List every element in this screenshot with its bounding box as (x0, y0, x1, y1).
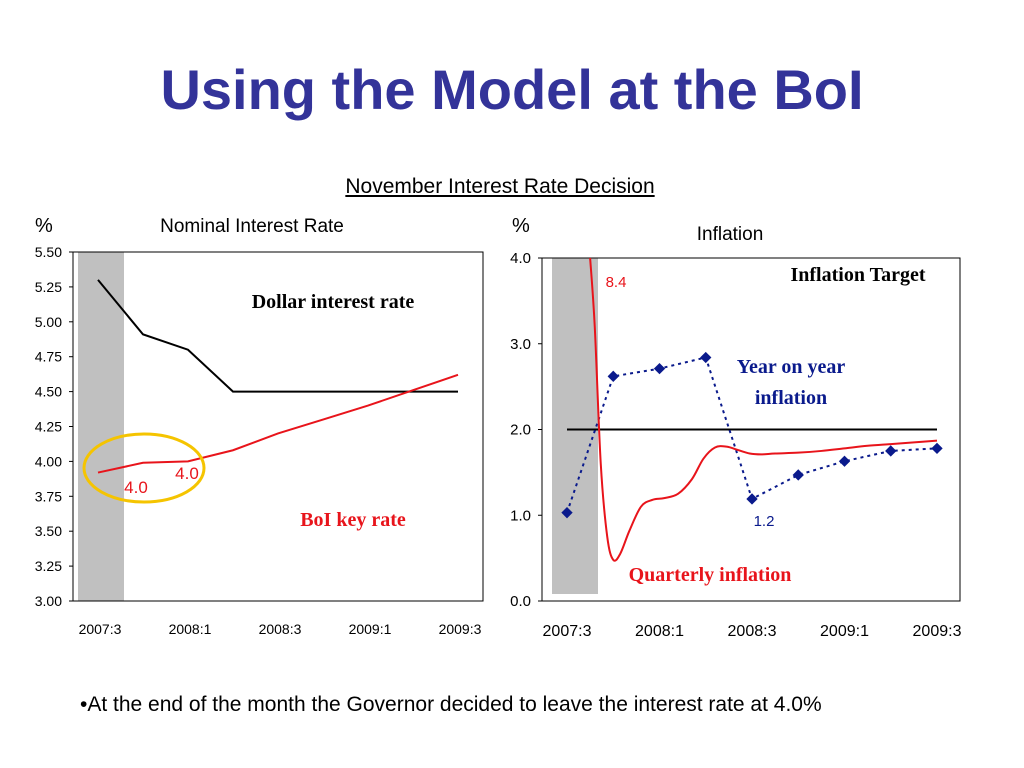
y-axis-unit: % (35, 215, 53, 237)
annotation-yoy-line2: inflation (755, 387, 827, 409)
shaded-period (552, 258, 598, 594)
interest-rate-chart: 3.00 3.25 3.50 3.75 4.00 4.25 4.50 4.75 5.00 5.25… (35, 215, 484, 637)
chart-section-subtitle: November Interest Rate Decision (345, 175, 655, 198)
data-point-marker (746, 493, 758, 505)
data-point-marker (838, 455, 851, 467)
annotation-value-4-0-lower: 4.0 (124, 478, 148, 497)
y-tick-labels: 3.00 3.25 3.50 3.75 4.00 4.25 4.50 4.75 5.00 5.25… (35, 244, 73, 609)
annotation-value-1-2: 1.2 (754, 513, 775, 530)
x-tick-label: 2007:3 (543, 623, 592, 640)
y-tick-label: 4.25 (35, 419, 62, 435)
chart-title: Nominal Interest Rate (160, 216, 344, 237)
data-point-marker (931, 442, 943, 455)
annotation-yoy-line1: Year on year (737, 356, 846, 378)
annotation-inflation-target: Inflation Target (790, 264, 925, 286)
y-tick-labels: 0.0 1.0 2.0 3.0 4.0 (510, 250, 542, 610)
x-tick-label: 2008:1 (169, 621, 212, 637)
series-line-year-on-year-inflation (566, 356, 938, 513)
annotation-dollar-rate: Dollar interest rate (252, 291, 415, 313)
plot-frame-group (72, 251, 484, 602)
inflation-chart: 0.0 1.0 2.0 3.0 4.0 2007:3 2008:1 2008:3 2009:1… (510, 215, 962, 640)
x-tick-label: 2007:3 (79, 621, 122, 637)
y-tick-label: 1.0 (510, 507, 531, 524)
data-point-marker (653, 362, 666, 375)
annotation-quarterly-inflation: Quarterly inflation (629, 564, 792, 586)
y-tick-label: 5.25 (35, 279, 62, 295)
series-line-quarterly-inflation (589, 257, 938, 562)
y-tick-label: 3.00 (35, 593, 62, 609)
y-tick-label: 3.75 (35, 488, 62, 504)
x-tick-label: 2008:3 (259, 621, 302, 637)
y-tick-label: 4.75 (35, 349, 62, 365)
y-axis-unit: % (512, 215, 530, 237)
annotation-boi-rate: BoI key rate (300, 509, 406, 531)
data-point-marker (885, 445, 897, 457)
data-point-marker (792, 469, 804, 481)
bullet-text: •At the end of the month the Governor de… (80, 693, 822, 716)
y-tick-label: 0.0 (510, 593, 531, 610)
data-point-marker (607, 370, 619, 382)
x-tick-label: 2008:1 (635, 623, 684, 640)
x-tick-label: 2009:3 (913, 623, 962, 640)
y-tick-label: 3.25 (35, 558, 62, 574)
shaded-period (78, 252, 124, 601)
y-tick-label: 4.00 (35, 453, 62, 469)
x-tick-labels: 2007:3 2008:1 2008:3 2009:1 2009:3 (543, 623, 962, 640)
series-line-boi-key-rate (97, 373, 459, 474)
annotation-value-4-0-upper: 4.0 (175, 464, 199, 483)
y-tick-label: 5.00 (35, 314, 62, 330)
series-lines (97, 279, 459, 474)
x-tick-label: 2009:1 (349, 621, 392, 637)
slide-title: Using the Model at the BoI (160, 58, 864, 121)
x-tick-labels: 2007:3 2008:1 2008:3 2009:1 2009:3 (79, 621, 482, 637)
y-tick-label: 4.0 (510, 250, 531, 267)
x-tick-label: 2009:3 (439, 621, 482, 637)
x-tick-label: 2008:3 (728, 623, 777, 640)
series-line-dollar-interest-rate (97, 279, 458, 393)
series-lines (561, 257, 943, 562)
x-tick-label: 2009:1 (820, 623, 869, 640)
highlight-circle (82, 432, 206, 504)
y-tick-label: 5.50 (35, 244, 62, 260)
y-tick-label: 3.0 (510, 336, 531, 353)
annotation-value-8-4: 8.4 (606, 274, 627, 291)
data-point-marker (700, 351, 712, 364)
y-tick-label: 2.0 (510, 422, 531, 439)
chart-title: Inflation (697, 224, 764, 245)
y-tick-label: 3.50 (35, 523, 62, 539)
y-tick-label: 4.50 (35, 384, 62, 400)
